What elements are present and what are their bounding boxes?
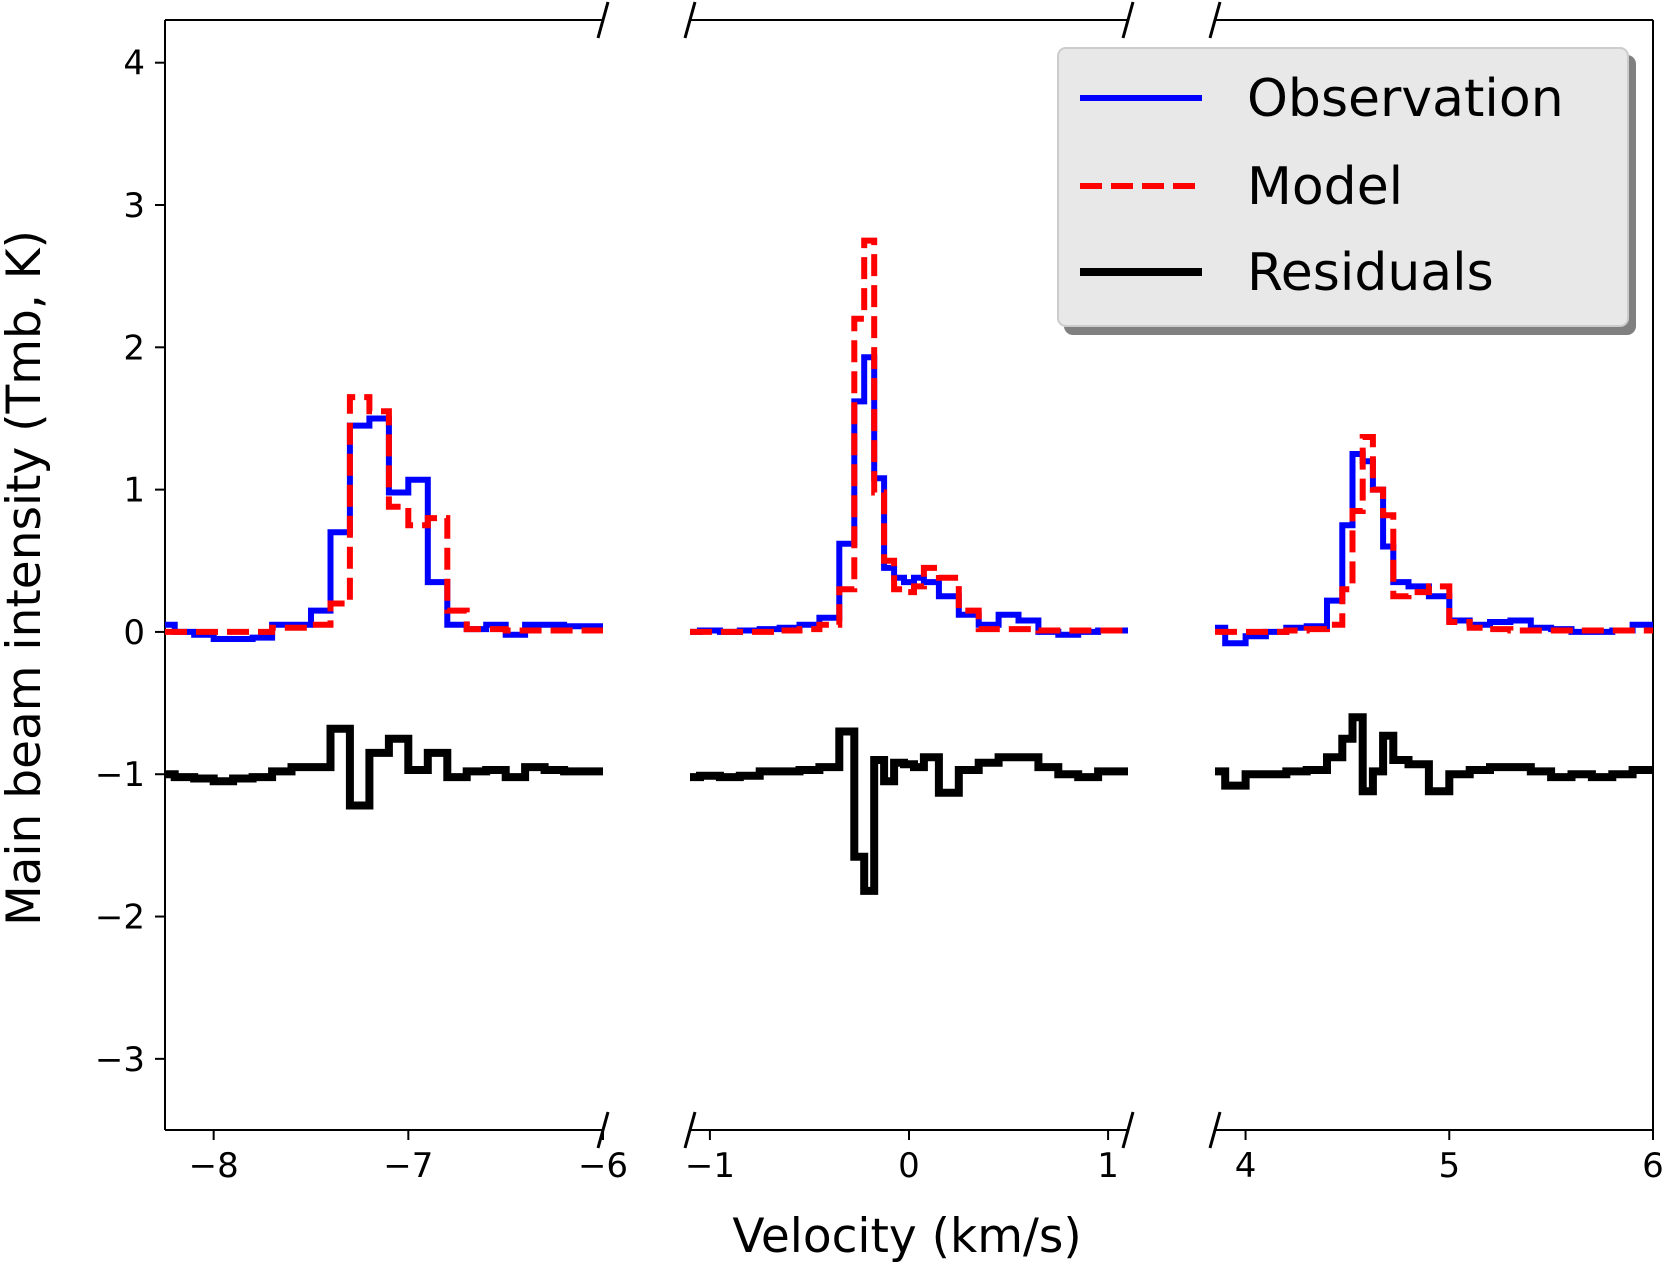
x-tick-label: 6 bbox=[1642, 1146, 1664, 1186]
axis-break-mark bbox=[683, 1, 697, 39]
legend-entry-observation: Observation bbox=[1080, 69, 1564, 129]
panel-1: −8 −7 −6 bbox=[164, 1, 628, 1186]
axis-break-mark bbox=[1208, 1, 1222, 39]
legend-entry-residuals: Residuals bbox=[1080, 243, 1494, 303]
axis-break-mark bbox=[1208, 1111, 1222, 1149]
series-model-line bbox=[1215, 434, 1653, 635]
y-tick-label: 2 bbox=[123, 328, 145, 368]
axis-break-mark bbox=[1121, 1111, 1135, 1149]
series-residuals-line bbox=[690, 727, 1128, 895]
axis-break-mark bbox=[1121, 1, 1135, 39]
axis-break-mark bbox=[596, 1, 610, 39]
series-residuals-line bbox=[1215, 713, 1653, 796]
x-tick-label: −1 bbox=[685, 1146, 735, 1186]
x-tick-label: −7 bbox=[383, 1146, 433, 1186]
series-observation-line bbox=[1215, 451, 1653, 647]
x-tick-label: 4 bbox=[1235, 1146, 1257, 1186]
legend-box bbox=[1057, 47, 1629, 327]
y-tick-label: 4 bbox=[123, 44, 145, 84]
y-axis-label: Main beam intensity (Tmb, K) bbox=[0, 230, 52, 926]
y-tick-label: −2 bbox=[95, 898, 145, 938]
series-model-line bbox=[165, 394, 603, 635]
x-tick-label: −6 bbox=[578, 1146, 628, 1186]
x-axis-label: Velocity (km/s) bbox=[732, 1209, 1081, 1264]
y-axis: 4 3 2 1 0 −1 −2 −3 bbox=[95, 44, 165, 1080]
x-tick-label: 1 bbox=[1097, 1146, 1119, 1186]
x-tick-label: 0 bbox=[898, 1146, 920, 1186]
axis-break-mark bbox=[683, 1111, 697, 1149]
legend-label-model: Model bbox=[1247, 157, 1403, 217]
legend: Observation Model Residuals bbox=[1057, 47, 1629, 327]
x-tick-label: 5 bbox=[1438, 1146, 1460, 1186]
legend-label-observation: Observation bbox=[1247, 69, 1564, 129]
panels-layer: −8 −7 −6 −1 0 1 4 5 6 bbox=[164, 1, 1664, 1186]
x-tick-label: −8 bbox=[189, 1146, 239, 1186]
legend-label-residuals: Residuals bbox=[1247, 243, 1494, 303]
panel-2: −1 0 1 bbox=[683, 1, 1135, 1186]
y-tick-label: −3 bbox=[95, 1040, 145, 1080]
series-observation-line bbox=[165, 415, 603, 642]
y-tick-label: −1 bbox=[95, 755, 145, 795]
series-model-line bbox=[690, 237, 1128, 635]
y-tick-label: 0 bbox=[123, 613, 145, 653]
y-tick-label: 3 bbox=[123, 186, 145, 226]
series-residuals-line bbox=[165, 724, 603, 810]
legend-entry-model: Model bbox=[1080, 157, 1403, 217]
panel-3: 4 5 6 bbox=[1208, 1, 1664, 1186]
y-tick-label: 1 bbox=[123, 471, 145, 511]
